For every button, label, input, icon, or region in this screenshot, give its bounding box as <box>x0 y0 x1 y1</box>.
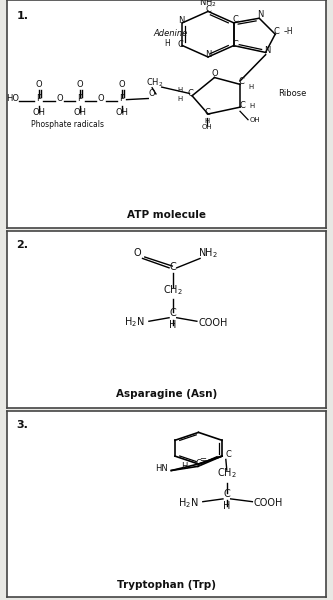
Text: OH: OH <box>32 108 45 117</box>
Text: H: H <box>250 103 255 109</box>
Text: C: C <box>240 101 245 110</box>
Text: O: O <box>211 68 218 77</box>
Text: P: P <box>36 94 41 103</box>
Text: C: C <box>178 40 184 49</box>
Text: Adenine: Adenine <box>154 29 188 38</box>
Text: O: O <box>35 80 42 89</box>
Text: NH$_2$: NH$_2$ <box>198 246 218 260</box>
Text: C: C <box>195 460 201 469</box>
Text: 1.: 1. <box>16 11 28 22</box>
Text: N: N <box>178 16 184 25</box>
Text: H: H <box>248 84 253 90</box>
Text: OH: OH <box>74 108 87 117</box>
Text: N: N <box>257 10 263 19</box>
Text: O: O <box>134 248 142 258</box>
Text: CH$_2$: CH$_2$ <box>146 76 163 89</box>
Text: H: H <box>177 97 182 103</box>
Text: Asparagine (Asn): Asparagine (Asn) <box>116 389 217 399</box>
Text: C: C <box>205 5 211 14</box>
Text: N: N <box>205 50 211 59</box>
Text: H: H <box>164 38 170 47</box>
Text: P: P <box>119 94 124 103</box>
Text: HN: HN <box>156 464 168 473</box>
Text: H: H <box>181 461 188 470</box>
Text: –H: –H <box>283 27 293 36</box>
Text: O: O <box>56 94 63 103</box>
Text: 3.: 3. <box>16 420 28 430</box>
Text: C: C <box>204 108 210 117</box>
Text: C: C <box>232 16 238 25</box>
Text: OH: OH <box>202 124 213 130</box>
Text: H$_2$N: H$_2$N <box>124 316 145 329</box>
Text: C: C <box>169 262 176 272</box>
Text: C: C <box>223 489 230 499</box>
Text: C: C <box>239 77 244 86</box>
Text: H: H <box>177 88 182 94</box>
Text: H: H <box>205 118 210 124</box>
Text: H: H <box>169 320 176 331</box>
Text: O: O <box>149 89 156 98</box>
Text: C: C <box>225 450 231 459</box>
Text: ATP molecule: ATP molecule <box>127 210 206 220</box>
Text: NH$_2$: NH$_2$ <box>199 0 217 9</box>
Text: O: O <box>77 80 84 89</box>
Text: CH$_2$: CH$_2$ <box>217 467 237 481</box>
Text: C: C <box>232 40 238 49</box>
Text: Ribose: Ribose <box>278 89 307 98</box>
Text: C: C <box>187 89 193 98</box>
Text: CH$_2$: CH$_2$ <box>163 283 183 297</box>
Text: H: H <box>223 501 230 511</box>
Text: Phosphate radicals: Phosphate radicals <box>31 119 104 128</box>
Text: COOH: COOH <box>254 499 283 508</box>
Text: C: C <box>169 308 176 318</box>
Text: 2.: 2. <box>16 240 28 250</box>
Text: N: N <box>264 46 270 55</box>
Text: OH: OH <box>115 108 128 117</box>
Text: O: O <box>119 80 125 89</box>
Text: OH: OH <box>250 117 260 123</box>
Text: =: = <box>199 455 206 464</box>
Text: HO: HO <box>7 94 20 103</box>
Text: COOH: COOH <box>198 317 227 328</box>
Text: P: P <box>78 94 83 103</box>
Text: H$_2$N: H$_2$N <box>178 496 199 510</box>
Text: C: C <box>274 27 280 36</box>
Text: Tryptophan (Trp): Tryptophan (Trp) <box>117 580 216 590</box>
Text: O: O <box>98 94 104 103</box>
